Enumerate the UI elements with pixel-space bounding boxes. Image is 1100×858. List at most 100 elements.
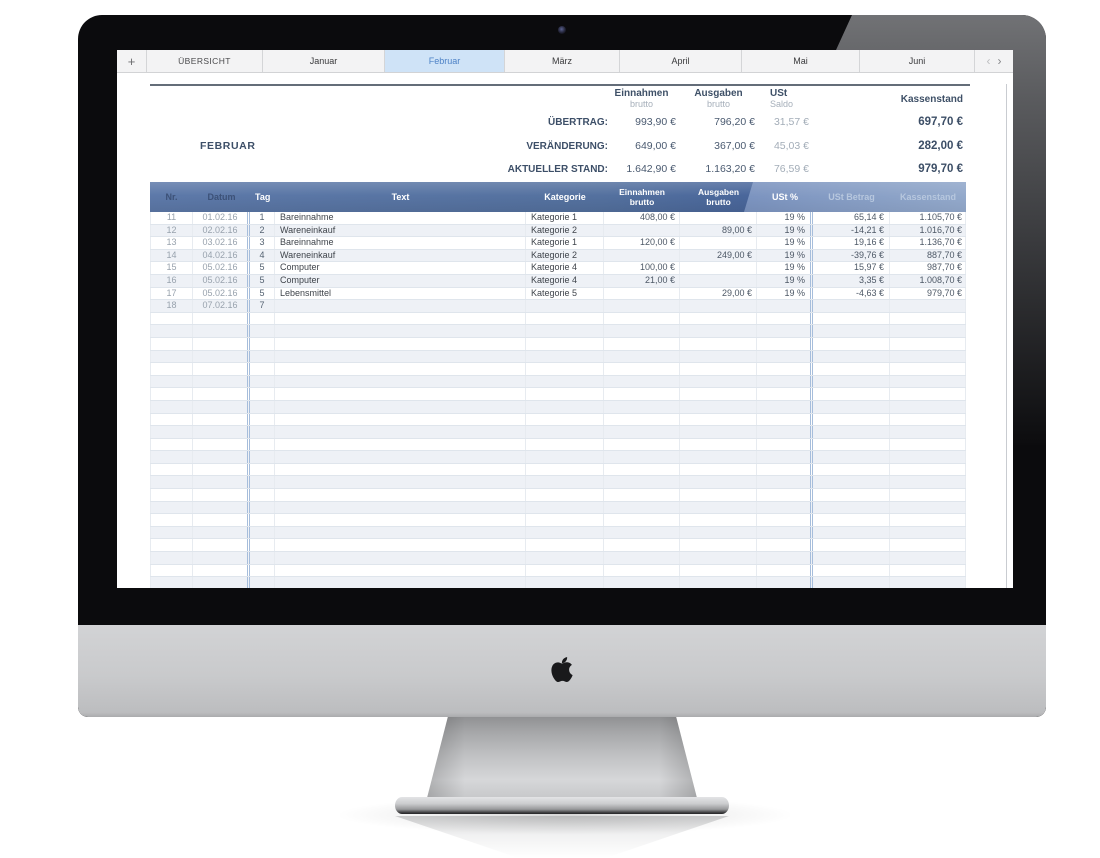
tab-april[interactable]: April xyxy=(620,50,742,72)
table-cell[interactable] xyxy=(193,476,250,489)
table-cell[interactable] xyxy=(890,325,966,337)
table-cell[interactable]: Kategorie 4 xyxy=(526,262,604,274)
table-cell[interactable] xyxy=(604,552,680,564)
table-cell[interactable] xyxy=(757,337,813,350)
table-cell[interactable] xyxy=(680,463,757,476)
table-cell[interactable] xyxy=(193,337,250,350)
table-cell[interactable] xyxy=(526,363,604,375)
table-cell[interactable] xyxy=(757,312,813,325)
table-cell[interactable]: 04.02.16 xyxy=(193,249,250,262)
table-cell[interactable]: 13 xyxy=(150,237,193,249)
table-cell[interactable] xyxy=(757,552,813,564)
table-cell[interactable]: Kategorie 2 xyxy=(526,224,604,237)
table-cell[interactable] xyxy=(890,577,966,588)
table-cell[interactable] xyxy=(275,451,526,463)
table-cell[interactable] xyxy=(604,325,680,337)
table-cell[interactable] xyxy=(680,274,757,287)
table-cell[interactable]: Computer xyxy=(275,274,526,287)
table-cell[interactable] xyxy=(604,577,680,588)
table-cell[interactable]: Bareinnahme xyxy=(275,212,526,224)
table-cell[interactable] xyxy=(275,337,526,350)
table-cell[interactable] xyxy=(604,539,680,552)
table-cell[interactable]: 887,70 € xyxy=(890,249,966,262)
tab-mai[interactable]: Mai xyxy=(742,50,860,72)
table-cell[interactable] xyxy=(757,413,813,426)
table-cell[interactable] xyxy=(890,552,966,564)
table-cell[interactable] xyxy=(813,325,890,337)
table-cell[interactable] xyxy=(193,375,250,388)
table-cell[interactable] xyxy=(526,426,604,438)
table-cell[interactable] xyxy=(526,325,604,337)
table-cell[interactable] xyxy=(275,325,526,337)
table-cell[interactable] xyxy=(150,375,193,388)
table-cell[interactable] xyxy=(813,451,890,463)
table-cell[interactable] xyxy=(890,337,966,350)
add-sheet-button[interactable]: + xyxy=(117,50,147,72)
table-cell[interactable] xyxy=(526,476,604,489)
table-cell[interactable]: 3 xyxy=(250,237,275,249)
table-cell[interactable] xyxy=(526,526,604,539)
table-cell[interactable] xyxy=(680,363,757,375)
column-header[interactable]: Nr. xyxy=(165,192,178,202)
table-cell[interactable]: 14 xyxy=(150,249,193,262)
table-cell[interactable] xyxy=(250,438,275,451)
table-cell[interactable]: 2 xyxy=(250,224,275,237)
table-cell[interactable] xyxy=(813,501,890,514)
table-cell[interactable] xyxy=(757,375,813,388)
table-cell[interactable] xyxy=(250,489,275,501)
table-cell[interactable] xyxy=(150,489,193,501)
table-cell[interactable] xyxy=(813,375,890,388)
table-cell[interactable] xyxy=(680,400,757,413)
table-cell[interactable] xyxy=(275,413,526,426)
table-cell[interactable]: Kategorie 1 xyxy=(526,212,604,224)
table-cell[interactable] xyxy=(604,526,680,539)
table-cell[interactable] xyxy=(150,564,193,577)
table-cell[interactable] xyxy=(604,413,680,426)
table-cell[interactable] xyxy=(813,400,890,413)
table-cell[interactable] xyxy=(250,375,275,388)
table-cell[interactable] xyxy=(150,463,193,476)
table-cell[interactable] xyxy=(275,388,526,400)
table-cell[interactable] xyxy=(526,337,604,350)
table-cell[interactable]: Kategorie 1 xyxy=(526,237,604,249)
column-header[interactable]: Ausgaben brutto xyxy=(697,187,740,207)
table-cell[interactable] xyxy=(813,300,890,312)
table-cell[interactable] xyxy=(604,400,680,413)
table-cell[interactable] xyxy=(193,426,250,438)
table-cell[interactable] xyxy=(526,501,604,514)
table-cell[interactable] xyxy=(890,426,966,438)
table-cell[interactable] xyxy=(890,476,966,489)
table-cell[interactable] xyxy=(604,451,680,463)
table-cell[interactable]: 120,00 € xyxy=(604,237,680,249)
table-cell[interactable] xyxy=(150,426,193,438)
table-cell[interactable]: 89,00 € xyxy=(680,224,757,237)
table-cell[interactable] xyxy=(275,300,526,312)
table-cell[interactable] xyxy=(526,552,604,564)
table-cell[interactable] xyxy=(890,413,966,426)
table-cell[interactable] xyxy=(526,564,604,577)
table-cell[interactable]: 05.02.16 xyxy=(193,274,250,287)
table-cell[interactable] xyxy=(250,363,275,375)
table-cell[interactable] xyxy=(680,451,757,463)
table-cell[interactable] xyxy=(890,375,966,388)
table-cell[interactable] xyxy=(193,363,250,375)
table-cell[interactable] xyxy=(890,539,966,552)
table-cell[interactable] xyxy=(680,526,757,539)
table-cell[interactable]: Lebensmittel xyxy=(275,287,526,300)
table-cell[interactable] xyxy=(193,451,250,463)
table-cell[interactable] xyxy=(757,325,813,337)
table-cell[interactable] xyxy=(890,463,966,476)
table-cell[interactable] xyxy=(757,438,813,451)
table-cell[interactable]: 15,97 € xyxy=(813,262,890,274)
table-cell[interactable]: 18 xyxy=(150,300,193,312)
table-cell[interactable] xyxy=(604,489,680,501)
table-cell[interactable] xyxy=(275,552,526,564)
table-cell[interactable] xyxy=(250,501,275,514)
table-cell[interactable] xyxy=(275,501,526,514)
tab-maerz[interactable]: März xyxy=(505,50,620,72)
table-cell[interactable] xyxy=(150,514,193,526)
table-cell[interactable] xyxy=(193,400,250,413)
table-cell[interactable] xyxy=(150,476,193,489)
table-cell[interactable] xyxy=(680,501,757,514)
table-cell[interactable]: 19 % xyxy=(757,262,813,274)
